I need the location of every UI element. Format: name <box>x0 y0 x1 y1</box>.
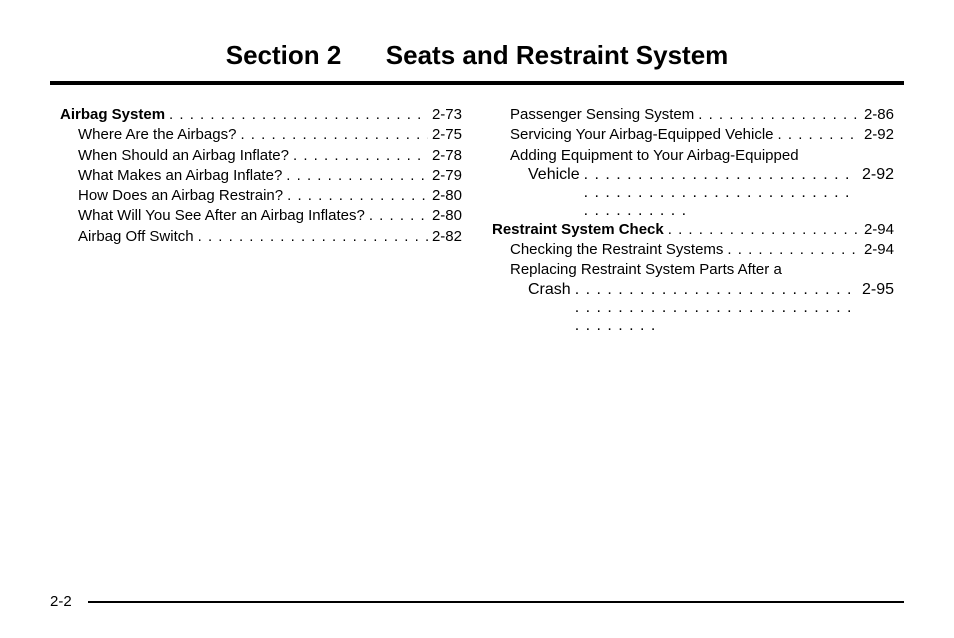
toc-entry-page: 2-92 <box>860 125 894 145</box>
toc-entry-text: Where Are the Airbags? <box>78 125 236 145</box>
toc-entry-page: 2-80 <box>428 206 462 226</box>
toc-entry-text: Crash <box>528 281 571 299</box>
toc-leader-dots <box>365 206 428 226</box>
toc-entry: Restraint System Check 2-94 <box>492 220 894 240</box>
toc-leader-dots <box>282 166 428 186</box>
toc-entry-page: 2-73 <box>428 105 462 125</box>
toc-leader-dots <box>165 105 428 125</box>
toc-entry-page: 2-94 <box>860 240 894 260</box>
toc-column-left: Airbag System 2-73 Where Are the Airbags? 2… <box>60 105 462 335</box>
toc-entry-page: 2-92 <box>858 166 894 184</box>
toc-entry: Checking the Restraint Systems 2-94 <box>492 240 894 260</box>
toc-entry-page: 2-95 <box>858 281 894 299</box>
toc-leader-dots <box>580 166 858 220</box>
toc-entry-page: 2-86 <box>860 105 894 125</box>
toc-leader-dots <box>723 240 860 260</box>
toc-entry-text: Airbag Off Switch <box>78 227 194 247</box>
title-left: Section 2 <box>226 40 342 70</box>
page-footer: 2-2 <box>50 593 904 610</box>
horizontal-rule-top <box>50 81 904 85</box>
toc-entry-page: 2-79 <box>428 166 462 186</box>
toc-entry-text: What Makes an Airbag Inflate? <box>78 166 282 186</box>
toc-leader-dots <box>283 186 428 206</box>
toc-entry-text: Restraint System Check <box>492 220 664 240</box>
toc-entry-text: What Will You See After an Airbag Inflat… <box>78 206 365 226</box>
toc-entry-line2: Crash 2-95 <box>492 281 894 335</box>
toc-entry: Where Are the Airbags? 2-75 <box>60 125 462 145</box>
toc-entry-line1: Replacing Restraint System Parts After a <box>492 260 894 280</box>
toc-entry: Airbag System 2-73 <box>60 105 462 125</box>
toc-entry-text: How Does an Airbag Restrain? <box>78 186 283 206</box>
toc-entry: Servicing Your Airbag-Equipped Vehicle 2-… <box>492 125 894 145</box>
toc-columns: Airbag System 2-73 Where Are the Airbags? 2… <box>50 105 904 335</box>
toc-entry-line2: Vehicle 2-92 <box>492 166 894 220</box>
toc-entry: Passenger Sensing System 2-86 <box>492 105 894 125</box>
toc-entry-text: Checking the Restraint Systems <box>510 240 723 260</box>
toc-entry: How Does an Airbag Restrain? 2-80 <box>60 186 462 206</box>
toc-entry: Airbag Off Switch 2-82 <box>60 227 462 247</box>
toc-column-right: Passenger Sensing System2-86Servicing Yo… <box>492 105 894 335</box>
toc-leader-dots <box>236 125 428 145</box>
toc-entry-text: Servicing Your Airbag-Equipped Vehicle <box>510 125 774 145</box>
toc-leader-dots <box>194 227 428 247</box>
toc-entry: What Makes an Airbag Inflate? 2-79 <box>60 166 462 186</box>
toc-entry-page: 2-82 <box>428 227 462 247</box>
section-title: Section 2 Seats and Restraint System <box>50 40 904 71</box>
toc-entry-text: Vehicle <box>528 166 580 184</box>
toc-entry: What Will You See After an Airbag Inflat… <box>60 206 462 226</box>
title-right: Seats and Restraint System <box>386 40 728 70</box>
toc-entry: When Should an Airbag Inflate? 2-78 <box>60 146 462 166</box>
toc-entry-page: 2-80 <box>428 186 462 206</box>
toc-entry-line1: Adding Equipment to Your Airbag-Equipped <box>492 146 894 166</box>
toc-entry-page: 2-94 <box>860 220 894 240</box>
toc-entry-text: When Should an Airbag Inflate? <box>78 146 289 166</box>
toc-entry-text: Airbag System <box>60 105 165 125</box>
toc-entry-page: 2-75 <box>428 125 462 145</box>
toc-entry-text: Passenger Sensing System <box>510 105 694 125</box>
toc-entry-page: 2-78 <box>428 146 462 166</box>
toc-leader-dots <box>664 220 860 240</box>
horizontal-rule-bottom <box>88 601 904 603</box>
toc-leader-dots <box>289 146 428 166</box>
toc-leader-dots <box>774 125 860 145</box>
toc-leader-dots <box>694 105 860 125</box>
toc-leader-dots <box>571 281 858 335</box>
footer-page-number: 2-2 <box>50 593 88 610</box>
